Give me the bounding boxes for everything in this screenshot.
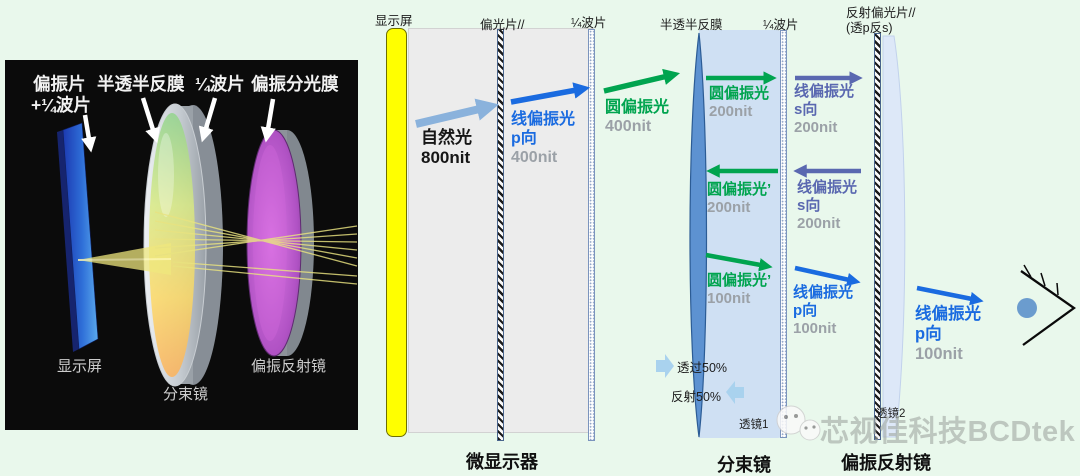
photo-label-quarter-wave: ¼波片	[195, 74, 245, 94]
reflect-label: 反射50%	[671, 390, 722, 404]
top-label-polarizer: 偏光片//	[480, 18, 525, 32]
pancake-lens-photo: 偏振片 +¼波片 半透半反膜 ¼波片 偏振分光膜 显示屏 分束镜 偏振反射镜	[5, 60, 358, 430]
photo-display-panel	[57, 122, 99, 352]
callout-arrow-pbs	[260, 98, 276, 143]
photo-label-polarizer-line2: +¼波片	[31, 95, 91, 115]
arrow-linear-p-100	[794, 265, 861, 287]
eye-icon	[1017, 264, 1076, 346]
transmit-label: 透过50%	[677, 361, 728, 375]
photo-label-pbs-film: 偏振分光膜	[251, 74, 339, 94]
stage-linear-s-200-back: 线偏振光 s向 200nit	[797, 179, 858, 232]
quarter-wave-strip-1	[588, 29, 595, 441]
stage-circular-200: 圆偏振光 200nit	[709, 85, 770, 120]
callout-arrow-quarter-wave	[198, 97, 218, 143]
lens2-shape	[882, 35, 906, 438]
beam-splitter-band	[699, 30, 787, 438]
stage-linear-p-400: 线偏振光 p向 400nit	[511, 111, 576, 167]
stage-linear-s-200: 线偏振光 s向 200nit	[794, 83, 855, 136]
photo-light-rays	[77, 211, 358, 285]
stage-linear-p-100: 线偏振光 p向 100nit	[793, 284, 854, 337]
top-label-reflective-polarizer-note: (透p反s)	[846, 21, 893, 35]
watermark-text: 芯视佳科技BCDtek	[820, 416, 1076, 448]
arrow-circular-400	[603, 68, 681, 94]
quarter-wave-strip-2	[780, 30, 787, 438]
reflective-polarizer-strip	[874, 33, 881, 440]
top-label-reflective-polarizer: 反射偏光片//	[846, 6, 916, 20]
top-label-display: 显示屏	[375, 14, 413, 28]
photo-caption-beam-splitter: 分束镜	[163, 385, 208, 403]
photo-label-half-mirror: 半透半反膜	[97, 74, 185, 94]
top-label-quarter-wave-2: ¼波片	[763, 18, 799, 32]
stage-linear-p-100-out: 线偏振光 p向 100nit	[915, 305, 981, 363]
photo-beam-splitter-lens	[143, 103, 223, 387]
stage-circular-100: 圆偏振光’ 100nit	[707, 272, 772, 307]
photo-label-polarizer-line1: 偏振片	[33, 74, 86, 94]
transmit-block-arrow	[656, 354, 674, 378]
polarizer-strip	[497, 29, 504, 441]
photo-caption-display: 显示屏	[57, 358, 102, 375]
callout-arrow-half-mirror	[140, 97, 160, 144]
display-bar	[386, 28, 407, 437]
stage-circular-200-back: 圆偏振光’ 200nit	[707, 181, 772, 216]
arrow-linear-p-100-out	[916, 285, 984, 306]
photo-caption-polarizing-reflector: 偏振反射镜	[251, 357, 326, 375]
stage-circular-400: 圆偏振光 400nit	[605, 99, 670, 136]
lens1-label: 透镜1	[739, 419, 769, 431]
stage-natural-light: 自然光 800nit	[421, 128, 472, 168]
top-label-quarter-wave-1: ¼波片	[571, 16, 607, 30]
callout-arrow-polarizer	[81, 114, 97, 153]
caption-micro-display: 微显示器	[466, 452, 538, 472]
top-label-half-mirror: 半透半反膜	[660, 18, 723, 32]
caption-beam-splitter: 分束镜	[717, 455, 771, 475]
caption-polarizing-reflector: 偏振反射镜	[841, 453, 931, 473]
